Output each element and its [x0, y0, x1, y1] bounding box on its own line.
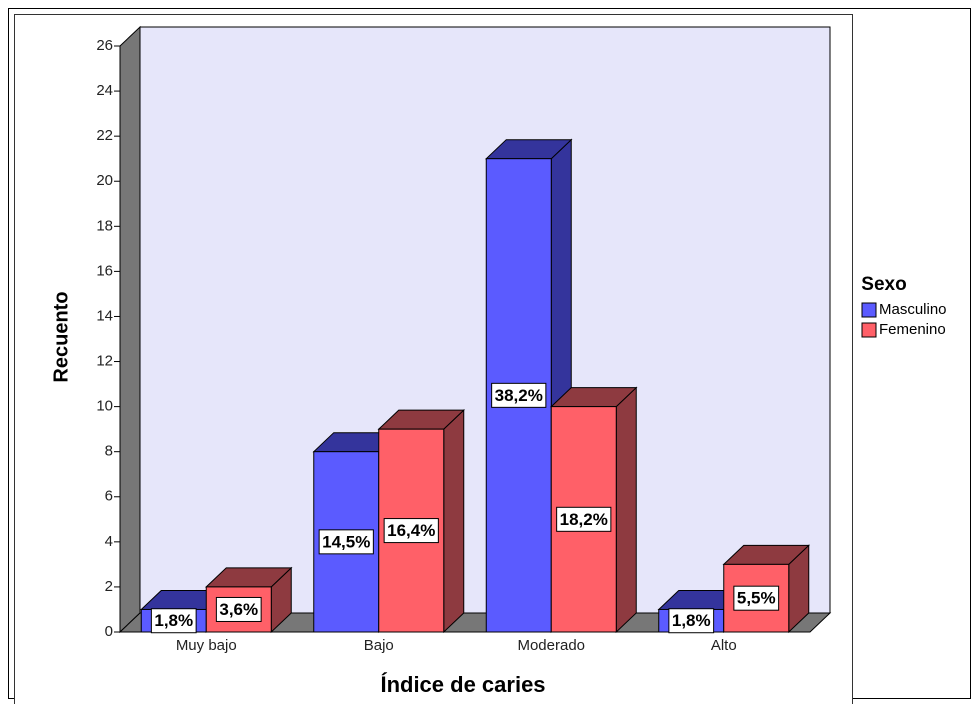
bar-side [443, 408, 465, 634]
value-label-box [318, 529, 374, 555]
value-label: 38,2% [495, 386, 543, 405]
back-wall [139, 26, 831, 614]
y-tick-label: 0 [105, 623, 113, 640]
value-label: 16,4% [387, 521, 435, 540]
y-tick-label: 20 [96, 172, 113, 189]
x-tick-label: Muy bajo [176, 637, 237, 654]
value-label-box [668, 608, 715, 634]
value-label: 1,8% [672, 611, 711, 630]
y-tick-label: 8 [105, 443, 113, 460]
y-tick-label: 22 [96, 127, 113, 144]
y-tick-label: 26 [96, 37, 113, 54]
y-tick-label: 18 [96, 217, 113, 234]
value-label: 3,6% [219, 600, 258, 619]
legend-swatch [861, 322, 877, 338]
y-tick-label: 12 [96, 353, 113, 370]
value-label: 14,5% [322, 532, 370, 551]
legend-swatch [861, 302, 877, 318]
x-tick-label: Alto [711, 637, 737, 654]
value-label: 18,2% [560, 510, 608, 529]
value-label-box [491, 382, 547, 408]
value-label-box [383, 518, 439, 544]
y-tick-label: 2 [105, 578, 113, 595]
y-tick-label: 4 [105, 533, 113, 550]
y-tick-label: 6 [105, 488, 113, 505]
y-tick-label: 16 [96, 262, 113, 279]
x-axis-title: Índice de caries [380, 672, 545, 697]
y-axis-title: Recuento [50, 291, 72, 382]
value-label: 5,5% [737, 589, 776, 608]
legend-label: Femenino [879, 321, 946, 338]
y-tick-label: 10 [96, 398, 113, 415]
x-tick-label: Moderado [517, 637, 585, 654]
bar-side [615, 386, 637, 634]
value-label-box [733, 585, 780, 611]
x-tick-label: Bajo [364, 637, 394, 654]
y-tick-label: 14 [96, 307, 113, 324]
value-label-box [556, 506, 612, 532]
value-label: 1,8% [154, 611, 193, 630]
legend-title: Sexo [861, 274, 906, 295]
side-wall [119, 25, 141, 634]
value-label-box [215, 596, 262, 622]
value-label-box [150, 608, 197, 634]
legend-label: Masculino [879, 301, 947, 318]
y-tick-label: 24 [96, 82, 113, 99]
